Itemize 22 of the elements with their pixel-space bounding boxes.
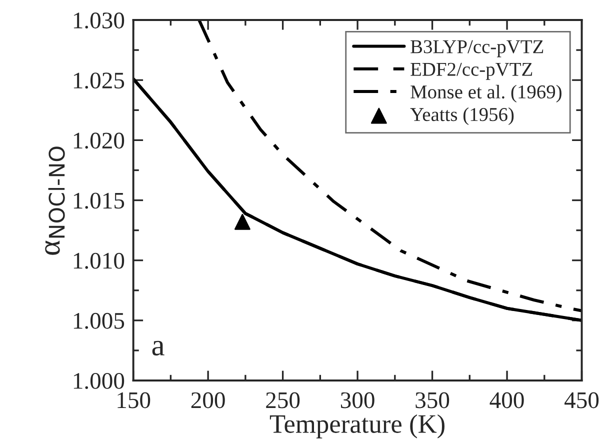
legend-label: Monse et al. (1969)	[410, 84, 562, 102]
x-tick-label: 150	[118, 392, 150, 408]
y-tick-label: 1.010	[74, 252, 124, 269]
x-tick-label: 200	[191, 392, 225, 408]
x-tick-label: 400	[490, 392, 524, 408]
x-tick-label: 300	[340, 392, 374, 408]
y-axis-title: α$_{NOCl-NO}$	[45, 146, 65, 255]
legend-label: EDF2/cc-pVTZ	[410, 62, 532, 80]
x-tick-label: 350	[416, 392, 450, 408]
y-tick-label: 1.030	[74, 12, 124, 29]
x-tick-label: 450	[564, 392, 599, 408]
line-series	[198, 20, 582, 312]
y-tick-label: 1.020	[74, 132, 124, 149]
y-tick-label: 1.005	[74, 312, 124, 329]
legend-label: Yeatts (1956)	[410, 107, 514, 126]
legend-label: B3LYP/cc-pVTZ	[410, 40, 544, 58]
y-tick-label: 1.015	[74, 192, 124, 209]
y-tick-label: 1.000	[74, 372, 124, 390]
x-tick-label: 250	[266, 392, 300, 408]
annotation: a	[152, 340, 164, 356]
y-tick-label: 1.025	[74, 72, 124, 89]
x-axis-title: Temperature (K)	[270, 414, 444, 438]
